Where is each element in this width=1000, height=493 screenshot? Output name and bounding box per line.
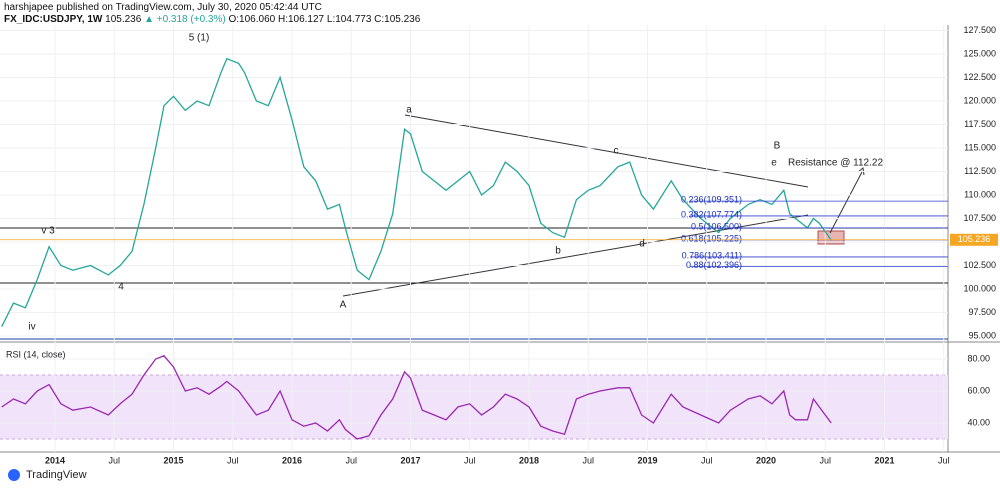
- x-tick-label: 2018: [519, 455, 539, 465]
- fib-label: 0.5(106.500): [691, 221, 742, 231]
- last-price-label: 105.236: [958, 234, 991, 244]
- fib-label: 0.382(107.774): [681, 209, 742, 219]
- x-tick-label: 2014: [45, 455, 65, 465]
- x-tick-label: Jul: [464, 455, 476, 465]
- y-tick-label: 80.00: [967, 353, 990, 363]
- rsi-title: RSI (14, close): [6, 349, 66, 359]
- trend-line: [404, 114, 809, 188]
- y-tick-label: 122.500: [963, 72, 996, 82]
- wave-label: e: [771, 158, 777, 169]
- y-tick-label: 115.000: [964, 142, 996, 152]
- symbol: FX_IDC:USDJPY, 1W: [4, 14, 103, 25]
- rsi-line: [1, 355, 832, 440]
- wave-label: c: [614, 146, 619, 157]
- x-tick-label: 2020: [756, 455, 776, 465]
- y-tick-label: 102.500: [963, 260, 996, 270]
- x-tick-label: Jul: [819, 455, 831, 465]
- x-tick-label: 2016: [282, 455, 302, 465]
- x-tick-label: 2019: [637, 455, 657, 465]
- x-tick-label: Jul: [701, 455, 713, 465]
- arrow: [829, 171, 863, 234]
- price-line: [1, 57, 832, 327]
- y-tick-label: 40.00: [967, 417, 990, 427]
- y-tick-label: 100.000: [963, 283, 996, 293]
- wave-label: Resistance @ 112.22: [788, 158, 883, 169]
- wave-label: b: [555, 246, 561, 257]
- wave-label: iv: [28, 322, 35, 333]
- last-price-box: [950, 233, 998, 246]
- y-tick-label: 110.000: [964, 189, 996, 199]
- wave-label: d: [639, 239, 645, 250]
- change: ▲ +0.318 (+0.3%): [144, 14, 226, 25]
- y-tick-label: 112.500: [964, 166, 996, 176]
- wave-label: 4: [118, 282, 124, 293]
- brand-logo: [8, 469, 20, 481]
- x-tick-label: Jul: [345, 455, 357, 465]
- fib-label: 0.236(109.351): [681, 194, 742, 204]
- y-tick-label: 107.500: [963, 213, 996, 223]
- fib-label: 0.618(105.225): [681, 233, 742, 243]
- brand: TradingView: [26, 469, 87, 481]
- y-tick-label: 60.00: [967, 385, 990, 395]
- wave-label: B: [774, 141, 781, 152]
- y-tick-label: 97.500: [968, 307, 996, 317]
- symbol-line: FX_IDC:USDJPY, 1W 105.236 ▲ +0.318 (+0.3…: [4, 14, 420, 25]
- x-tick-label: Jul: [227, 455, 239, 465]
- y-tick-label: 95.000: [968, 330, 996, 340]
- x-tick-label: Jul: [938, 455, 950, 465]
- wave-label: A: [340, 300, 347, 311]
- fib-label: 0.88(102.396): [686, 260, 742, 270]
- publisher-line: harshjapee published on TradingView.com,…: [4, 2, 322, 13]
- y-tick-label: 127.500: [963, 25, 996, 35]
- x-tick-label: Jul: [108, 455, 120, 465]
- trend-line: [342, 214, 809, 297]
- y-tick-label: 117.500: [964, 119, 996, 129]
- x-tick-label: Jul: [582, 455, 594, 465]
- y-tick-label: 125.000: [963, 48, 996, 58]
- wave-label: v 3: [41, 226, 55, 237]
- fib-label: 0.786(103.411): [682, 250, 742, 260]
- arrow-head: [857, 167, 865, 176]
- x-tick-label: 2015: [163, 455, 183, 465]
- x-tick-label: 2021: [874, 455, 894, 465]
- ohlc: O:106.060 H:106.127 L:104.773 C:105.236: [228, 14, 421, 25]
- wave-label: a: [406, 105, 412, 116]
- y-tick-label: 120.000: [963, 95, 996, 105]
- x-tick-label: 2017: [400, 455, 420, 465]
- last: 105.236: [105, 14, 142, 25]
- wave-label: 5 (1): [189, 33, 210, 44]
